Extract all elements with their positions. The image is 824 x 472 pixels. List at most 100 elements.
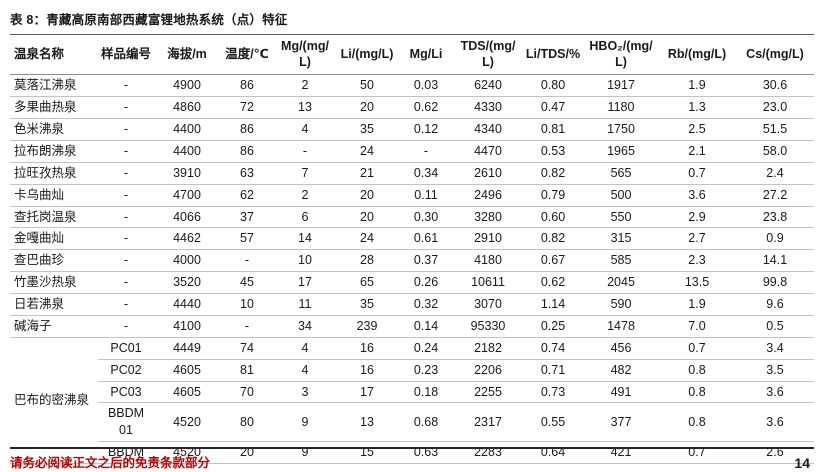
value-cell: 10	[274, 249, 336, 273]
value-cell: 2.1	[658, 140, 736, 163]
value-cell: 500	[584, 184, 658, 207]
value-cell: -	[98, 249, 154, 273]
value-cell: 3070	[454, 293, 522, 316]
value-cell: 0.23	[398, 359, 454, 382]
value-cell: PC01	[98, 337, 154, 360]
value-cell: 4	[274, 118, 336, 141]
spring-name-cell: 拉布朗沸泉	[10, 140, 98, 163]
table-head: 温泉名称 样品编号 海拔/m 温度/℃ Mg/(mg/L) Li/(mg/L) Mg/Li T…	[10, 34, 814, 76]
value-cell: 0.14	[398, 315, 454, 338]
value-cell: 14.1	[736, 249, 814, 273]
column-header: HBO₂/(mg/L)	[584, 34, 658, 76]
value-cell: 4340	[454, 118, 522, 141]
table-row: 多果曲热泉 -4860 72 13 20 0.62 4330 0.47 1180 1.3 23.0	[10, 96, 814, 119]
value-cell: 4440	[154, 293, 220, 316]
page-footer: 请务必阅读正文之后的免责条款部分 14	[10, 452, 810, 471]
value-cell: 0.53	[522, 140, 584, 163]
value-cell: 11	[274, 293, 336, 316]
value-cell: -	[98, 118, 154, 141]
table-row: PC03 4605 70 3 17 0.18 2255 0.73 491 0.8 3.6	[10, 381, 814, 404]
spring-name-cell: 拉旺孜热泉	[10, 162, 98, 185]
value-cell: 0.12	[398, 118, 454, 141]
value-cell: 2	[274, 74, 336, 98]
value-cell: 1750	[584, 118, 658, 141]
value-cell: 7	[274, 162, 336, 185]
value-cell: -	[98, 271, 154, 294]
value-cell: 4860	[154, 96, 220, 119]
value-cell: 2496	[454, 184, 522, 207]
value-cell: 1.14	[522, 293, 584, 316]
value-cell: 28	[336, 249, 398, 273]
value-cell: 0.61	[398, 227, 454, 251]
value-cell: 0.9	[736, 227, 814, 251]
value-cell: 3.6	[658, 184, 736, 207]
value-cell: 0.62	[398, 96, 454, 119]
value-cell: 20	[336, 96, 398, 119]
value-cell: 4520	[154, 402, 220, 443]
value-cell: -	[98, 74, 154, 98]
value-cell: 0.67	[522, 249, 584, 273]
value-cell: 0.25	[522, 315, 584, 338]
value-cell: 0.34	[398, 162, 454, 185]
value-cell: 95330	[454, 315, 522, 338]
value-cell: 0.03	[398, 74, 454, 98]
value-cell: 37	[220, 206, 274, 229]
column-header: 海拔/m	[154, 34, 220, 76]
spring-name-cell: 莫落江沸泉	[10, 74, 98, 98]
value-cell: 0.32	[398, 293, 454, 316]
value-cell: 4	[274, 359, 336, 382]
value-cell: 0.71	[522, 359, 584, 382]
spring-group-name-cell: 巴布的密沸泉	[10, 337, 98, 465]
table-row: 拉布朗沸泉 -4400 86-24-4470 0.53 1965 2.1 58.0	[10, 140, 814, 163]
value-cell: 0.60	[522, 206, 584, 229]
spring-name-cell: 碱海子	[10, 315, 98, 338]
value-cell: 4900	[154, 74, 220, 98]
table-row: 色米沸泉 -4400 86 4 35 0.12 4340 0.81 1750 2.5 51.5	[10, 118, 814, 141]
value-cell: 6240	[454, 74, 522, 98]
value-cell: 14	[274, 227, 336, 251]
spring-name-cell: 查托岗温泉	[10, 206, 98, 229]
value-cell: -	[98, 227, 154, 251]
value-cell: 20	[336, 184, 398, 207]
value-cell: 4400	[154, 140, 220, 163]
value-cell: 57	[220, 227, 274, 251]
table-row: 碱海子 -4100-34 239 0.14 95330 0.25 1478 7.0 0.5	[10, 315, 814, 338]
value-cell: 0.47	[522, 96, 584, 119]
value-cell: 1.9	[658, 74, 736, 98]
value-cell: 590	[584, 293, 658, 316]
value-cell: 0.74	[522, 337, 584, 360]
value-cell: 550	[584, 206, 658, 229]
value-cell: 51.5	[736, 118, 814, 141]
value-cell: 0.79	[522, 184, 584, 207]
value-cell: 4462	[154, 227, 220, 251]
page-number: 14	[794, 455, 810, 471]
table-title: 表 8：青藏高原南部西藏富锂地热系统（点）特征	[10, 13, 288, 27]
value-cell: 0.37	[398, 249, 454, 273]
value-cell: 17	[274, 271, 336, 294]
table-row: 巴布的密沸泉 PC01 4449 74 4 16 0.24 2182 0.74 456 0.7 3.4	[10, 337, 814, 465]
value-cell: -	[274, 140, 336, 163]
value-cell: 34	[274, 315, 336, 338]
value-cell: 63	[220, 162, 274, 185]
value-cell: 0.81	[522, 118, 584, 141]
value-cell: 0.55	[522, 402, 584, 443]
value-cell: -	[398, 140, 454, 163]
value-cell: 13.5	[658, 271, 736, 294]
value-cell: 3.5	[736, 359, 814, 382]
value-cell: 0.80	[522, 74, 584, 98]
value-cell: -	[98, 162, 154, 185]
value-cell: 24	[336, 227, 398, 251]
value-cell: -	[98, 315, 154, 338]
value-cell: 23.0	[736, 96, 814, 119]
column-header: 温度/℃	[220, 34, 274, 76]
column-header: Li/TDS/%	[522, 34, 584, 76]
value-cell: 2.9	[658, 206, 736, 229]
value-cell: 86	[220, 118, 274, 141]
value-cell: 2045	[584, 271, 658, 294]
value-cell: 2182	[454, 337, 522, 360]
spring-name-cell: 查巴曲珍	[10, 249, 98, 273]
value-cell: 24	[336, 140, 398, 163]
value-cell: 0.68	[398, 402, 454, 443]
value-cell: 17	[336, 381, 398, 404]
value-cell: 0.30	[398, 206, 454, 229]
